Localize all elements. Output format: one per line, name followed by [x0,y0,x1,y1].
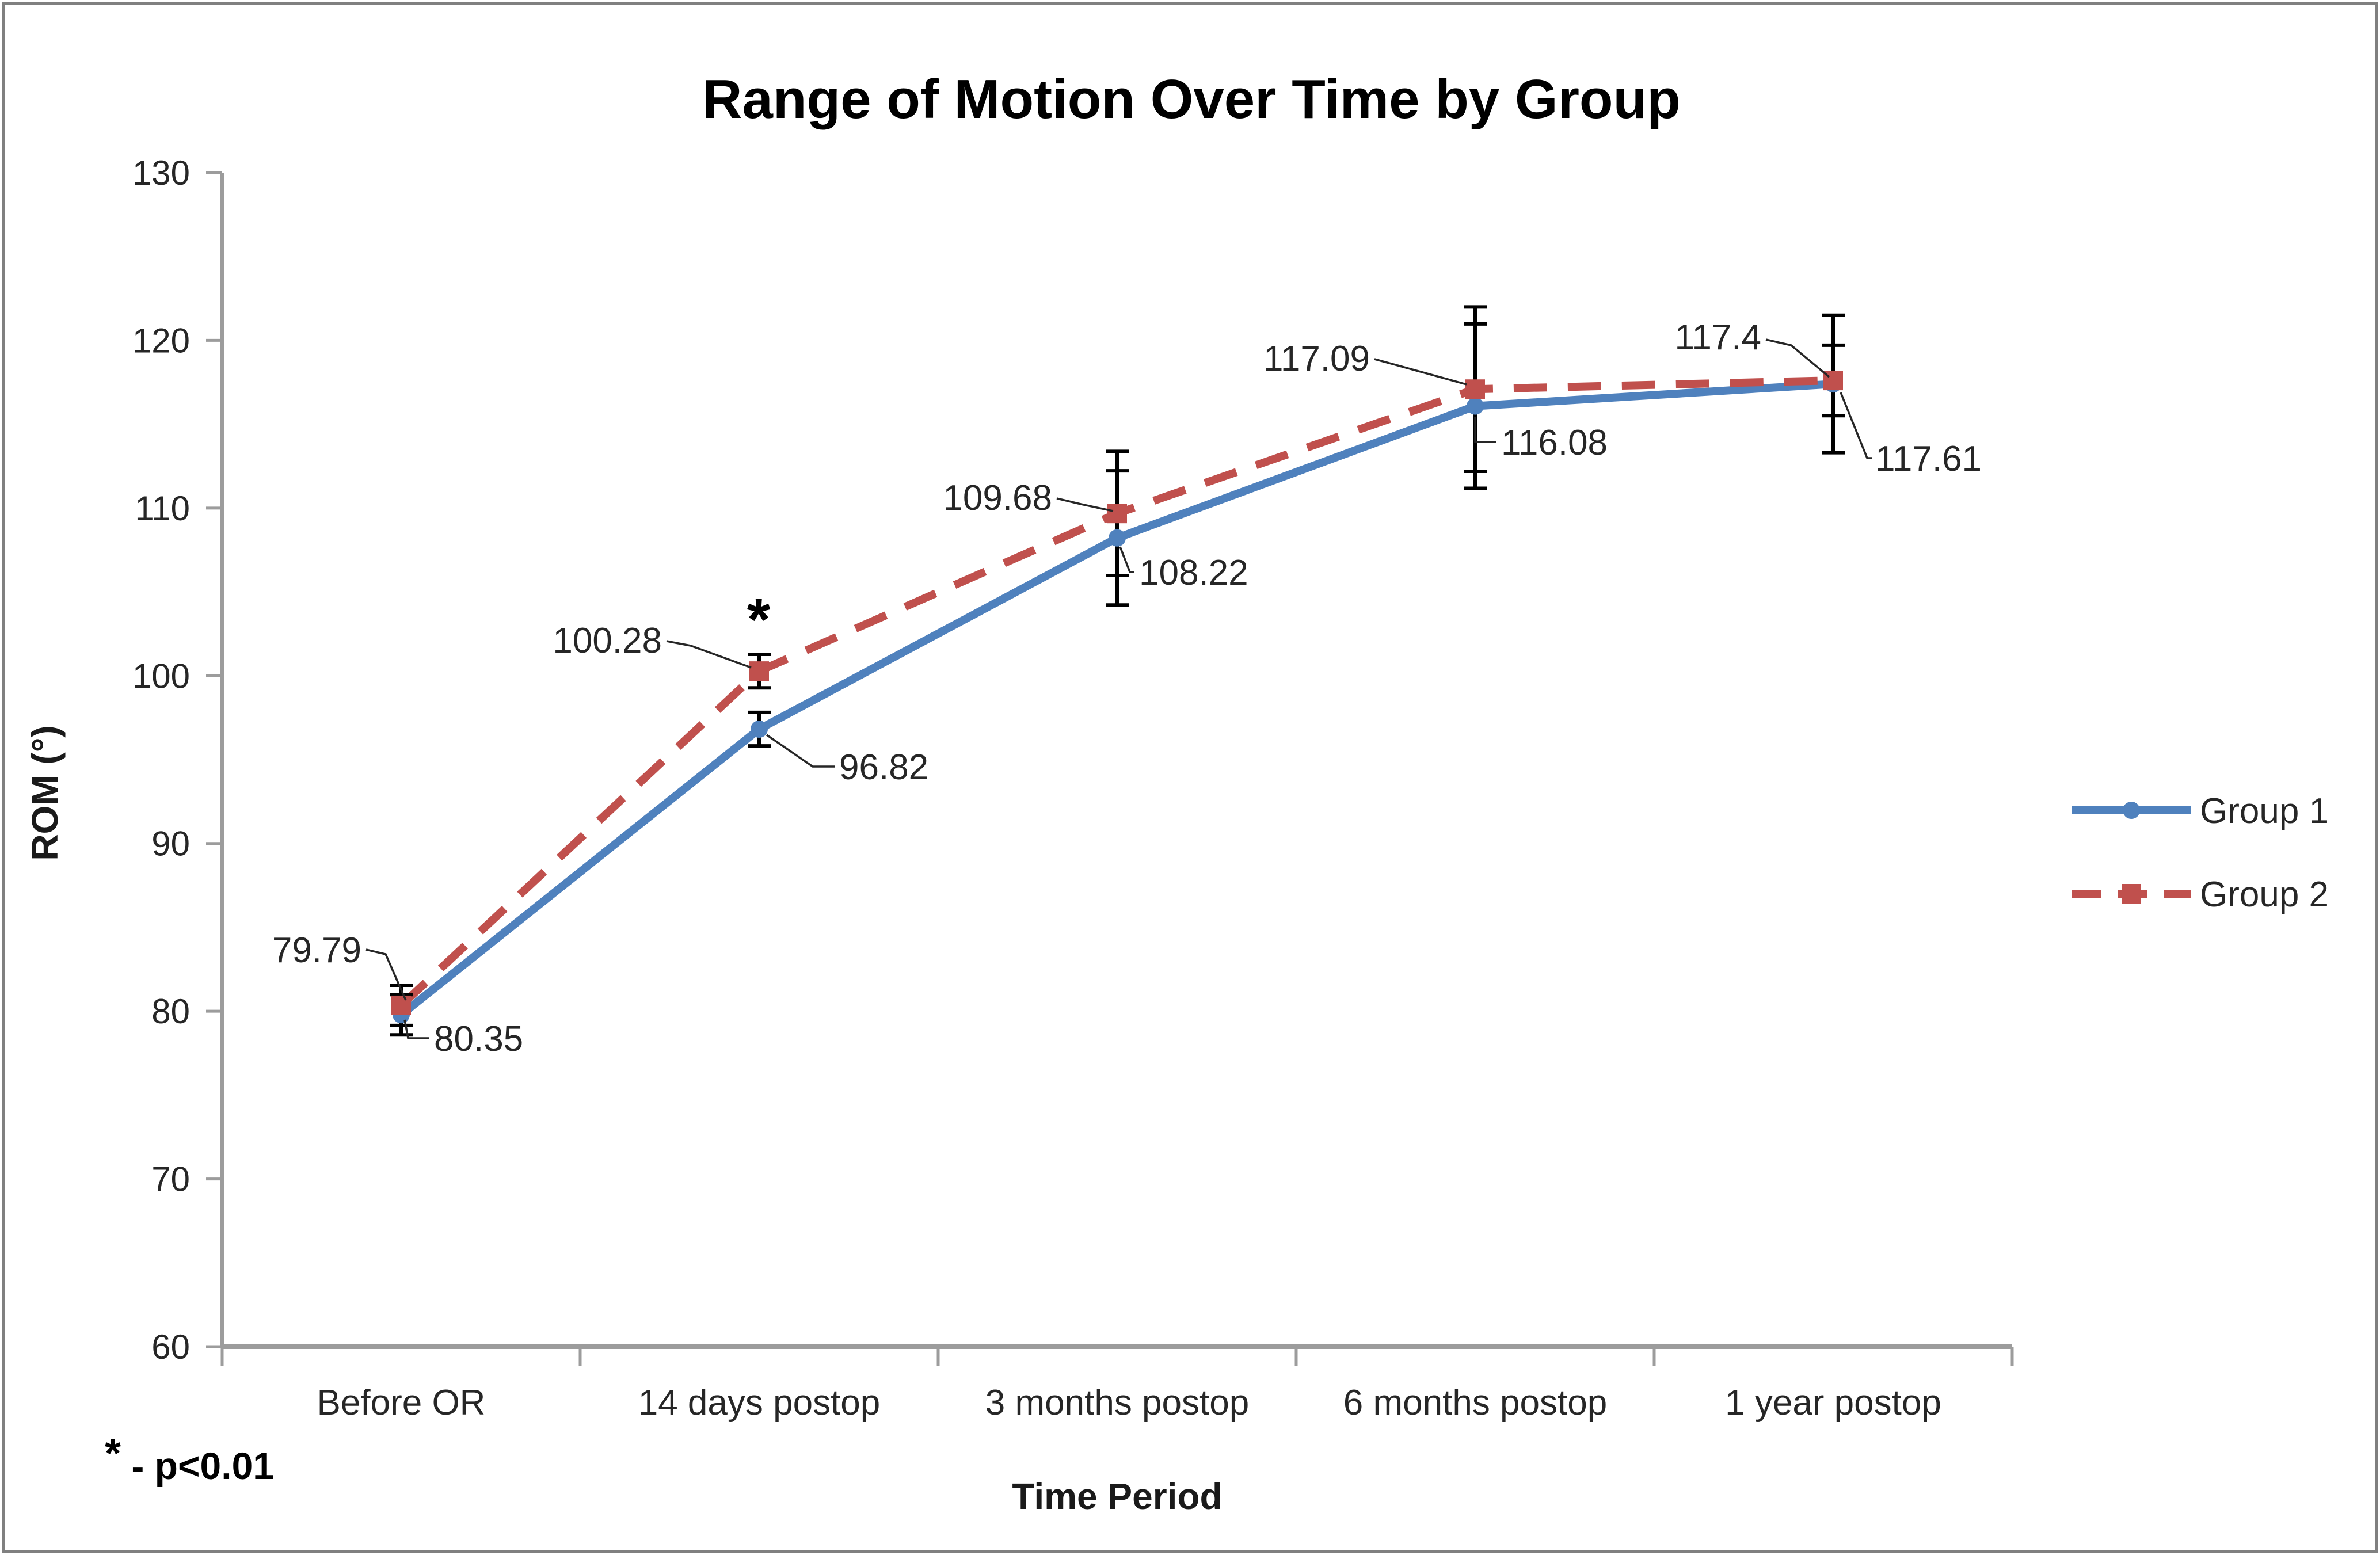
data-label: 117.09 [1263,339,1370,379]
legend-sample-marker-square [2122,884,2141,904]
legend-sample-marker-circle [2123,802,2140,819]
footnote-text: - p<0.01 [121,1445,274,1487]
marker-square [1107,504,1127,524]
data-label: 80.35 [434,1019,523,1059]
x-category-label: 1 year postop [1725,1383,1941,1423]
plot-area: 60 70 80 90 100 110 120 130 Before OR 14 days pos… [132,154,2014,1423]
y-tick-label: 90 [151,825,190,863]
data-label-leader [1374,358,1467,386]
y-tick-label: 60 [151,1328,190,1366]
marker-square [1465,379,1485,399]
data-label: 79.79 [272,931,361,970]
data-label-leader [666,640,752,669]
y-tick-label: 120 [132,321,190,360]
data-label: 117.61 [1875,439,1982,479]
x-category-label: Before OR [317,1383,486,1423]
y-tick-label: 110 [135,489,190,528]
marker-square [749,661,769,681]
data-label: 100.28 [553,621,662,661]
x-category-label: 3 months postop [985,1383,1249,1423]
data-label-leader [1056,497,1114,512]
y-tick-label: 130 [132,154,190,192]
data-label-leader [766,734,835,768]
legend-label-group2: Group 2 [2200,875,2329,914]
data-label-leader [1840,392,1872,459]
marker-circle [1109,529,1126,547]
marker-square [391,995,411,1015]
y-tick-label: 100 [132,657,190,695]
data-label: 109.68 [943,478,1052,518]
data-label: 117.4 [1674,318,1761,357]
legend-label-group1: Group 1 [2200,791,2329,831]
data-label: 96.82 [839,748,928,787]
data-label: 116.08 [1501,423,1608,463]
footnote-asterisk: * [105,1431,121,1477]
data-label: 108.22 [1139,553,1248,593]
marker-circle [1467,397,1484,415]
chart-title: Range of Motion Over Time by Group [702,68,1681,130]
x-category-label: 14 days postop [638,1383,881,1423]
data-label-leader [403,1019,429,1039]
data-label-leader [365,948,407,1001]
y-axis-title: ROM (°) [24,725,66,860]
x-category-label: 6 months postop [1343,1383,1607,1423]
data-label-leader [1119,546,1134,573]
y-tick-label: 70 [151,1160,190,1199]
data-label-leader [1765,338,1830,378]
significance-asterisk: * [747,586,771,653]
data-label-leader [1474,417,1496,443]
x-axis-title: Time Period [1012,1476,1222,1517]
footnote: * - p<0.01 [105,1431,274,1487]
marker-circle [751,720,768,738]
legend: Group 1 Group 2 [2072,791,2329,914]
y-tick-label: 80 [151,992,190,1031]
legend-samples [2072,802,2191,904]
